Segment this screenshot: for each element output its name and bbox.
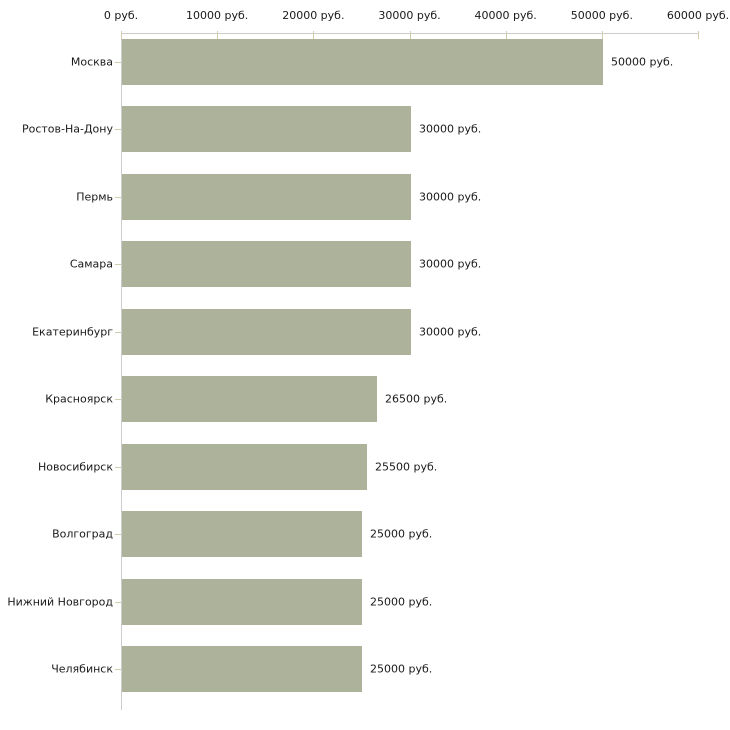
- value-label: 25000 руб.: [370, 527, 433, 541]
- value-label: 30000 руб.: [419, 190, 482, 203]
- x-axis-tick-label: 10000 руб.: [186, 9, 249, 22]
- category-label: Красноярск: [45, 392, 113, 406]
- x-axis-tick-label: 50000 руб.: [570, 9, 633, 22]
- x-axis-tick-mark: [217, 31, 219, 39]
- bar: [122, 308, 411, 355]
- category-label: Новосибирск: [37, 460, 113, 473]
- bar: [122, 376, 377, 422]
- bar: [122, 173, 411, 220]
- bar: [122, 646, 362, 692]
- y-axis-tick-mark: [115, 601, 121, 603]
- y-axis-tick-mark: [115, 264, 121, 265]
- x-axis-tick-mark: [698, 31, 699, 39]
- x-axis-tick-label: 40000 руб.: [474, 9, 537, 22]
- x-axis-tick-mark: [505, 31, 507, 39]
- x-axis-tick-label: 20000 руб.: [282, 9, 345, 22]
- x-axis-tick-label: 0 руб.: [103, 9, 139, 22]
- bar: [122, 578, 362, 625]
- bar: [122, 38, 603, 85]
- y-axis-line: [121, 33, 122, 710]
- category-label: Челябинск: [51, 662, 113, 676]
- x-axis-tick-label: 60000 руб.: [666, 9, 730, 22]
- category-label: Пермь: [76, 190, 113, 203]
- value-label: 30000 руб.: [419, 122, 482, 136]
- category-label: Москва: [70, 55, 113, 68]
- x-axis-tick-label: 30000 руб.: [378, 9, 441, 22]
- category-label: Екатеринбург: [32, 325, 113, 338]
- y-axis-tick-mark: [115, 331, 121, 333]
- y-axis-tick-mark: [115, 466, 121, 468]
- y-axis-tick-mark: [115, 61, 121, 63]
- bar: [122, 511, 362, 557]
- x-axis-tick-mark: [601, 31, 603, 39]
- category-label: Нижний Новгород: [7, 595, 113, 608]
- value-label: 25000 руб.: [370, 662, 433, 676]
- value-label: 30000 руб.: [419, 325, 482, 338]
- category-label: Волгоград: [52, 527, 113, 541]
- value-label: 30000 руб.: [419, 257, 482, 271]
- y-axis-tick-mark: [115, 196, 121, 198]
- bar: [122, 106, 411, 152]
- bar: [122, 443, 367, 490]
- y-axis-tick-mark: [115, 129, 121, 130]
- value-label: 26500 руб.: [385, 392, 448, 406]
- value-label: 25000 руб.: [370, 595, 433, 608]
- bar: [122, 241, 411, 287]
- y-axis-tick-mark: [115, 399, 121, 400]
- y-axis-tick-mark: [115, 669, 121, 670]
- plot-area: Москва 50000 руб. Ростов-На-Дону 30000 руб.…: [7, 31, 699, 710]
- value-label: 25500 руб.: [375, 460, 438, 473]
- x-axis-tick-mark: [313, 31, 315, 39]
- value-label: 50000 руб.: [611, 55, 674, 68]
- y-axis-tick-mark: [115, 534, 121, 535]
- category-label: Самара: [69, 257, 113, 271]
- category-label: Ростов-На-Дону: [21, 122, 113, 136]
- x-axis-tick-mark: [121, 31, 122, 39]
- x-axis-tick-mark: [409, 31, 411, 39]
